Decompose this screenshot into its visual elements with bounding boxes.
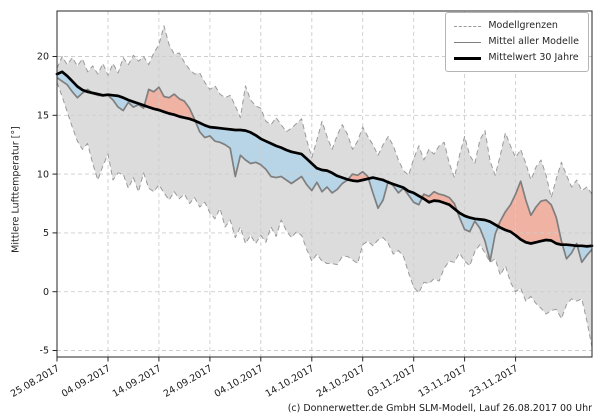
y-tick-label: -5 xyxy=(40,346,49,357)
plot-frame xyxy=(56,10,593,358)
y-axis-label: Mittlere Lufttemperatur [°] xyxy=(10,126,22,253)
upper-bound-line xyxy=(56,25,593,199)
y-tick-label: 10 xyxy=(37,169,49,180)
copyright-footer: (c) Donnerwetter.de GmbH SLM-Modell, Lau… xyxy=(287,403,592,414)
x-tick-label: 14.09.2017 xyxy=(111,363,164,400)
legend-label: Modellgrenzen xyxy=(488,20,558,31)
legend-item-mittelwert-30-jahre: Mittelwert 30 Jahre xyxy=(454,50,579,66)
y-tick-label: 20 xyxy=(37,52,49,63)
mean-30y-line xyxy=(55,70,594,248)
x-tick-label: 04.09.2017 xyxy=(60,363,113,400)
legend-item-mittel-aller-modelle: Mittel aller Modelle xyxy=(454,34,579,50)
x-tick-label: 14.10.2017 xyxy=(264,363,317,400)
x-tick-label: 24.09.2017 xyxy=(162,363,215,400)
x-tick-label: 13.11.2017 xyxy=(416,363,469,400)
legend-item-modellgrenzen: Modellgrenzen xyxy=(454,18,579,34)
legend-label: Mittelwert 30 Jahre xyxy=(488,52,579,63)
black-line-sample xyxy=(454,56,482,60)
model-mean-line xyxy=(56,76,593,264)
y-tick-label: 5 xyxy=(43,228,49,239)
gray-line-sample xyxy=(454,41,482,43)
x-tick-label: 25.08.2017 xyxy=(9,363,62,400)
x-tick-label: 24.10.2017 xyxy=(315,363,368,400)
y-tick-label: 15 xyxy=(37,111,49,122)
lower-bound-line xyxy=(56,82,593,348)
legend: Modellgrenzen Mittel aller Modelle Mitte… xyxy=(445,12,589,72)
x-tick-label: 23.11.2017 xyxy=(467,363,520,400)
dashed-line-sample xyxy=(454,25,482,27)
x-tick-label: 04.10.2017 xyxy=(213,363,266,400)
y-tick-label: 0 xyxy=(43,287,49,298)
x-tick-label: 03.11.2017 xyxy=(366,363,419,400)
legend-label: Mittel aller Modelle xyxy=(488,36,579,47)
